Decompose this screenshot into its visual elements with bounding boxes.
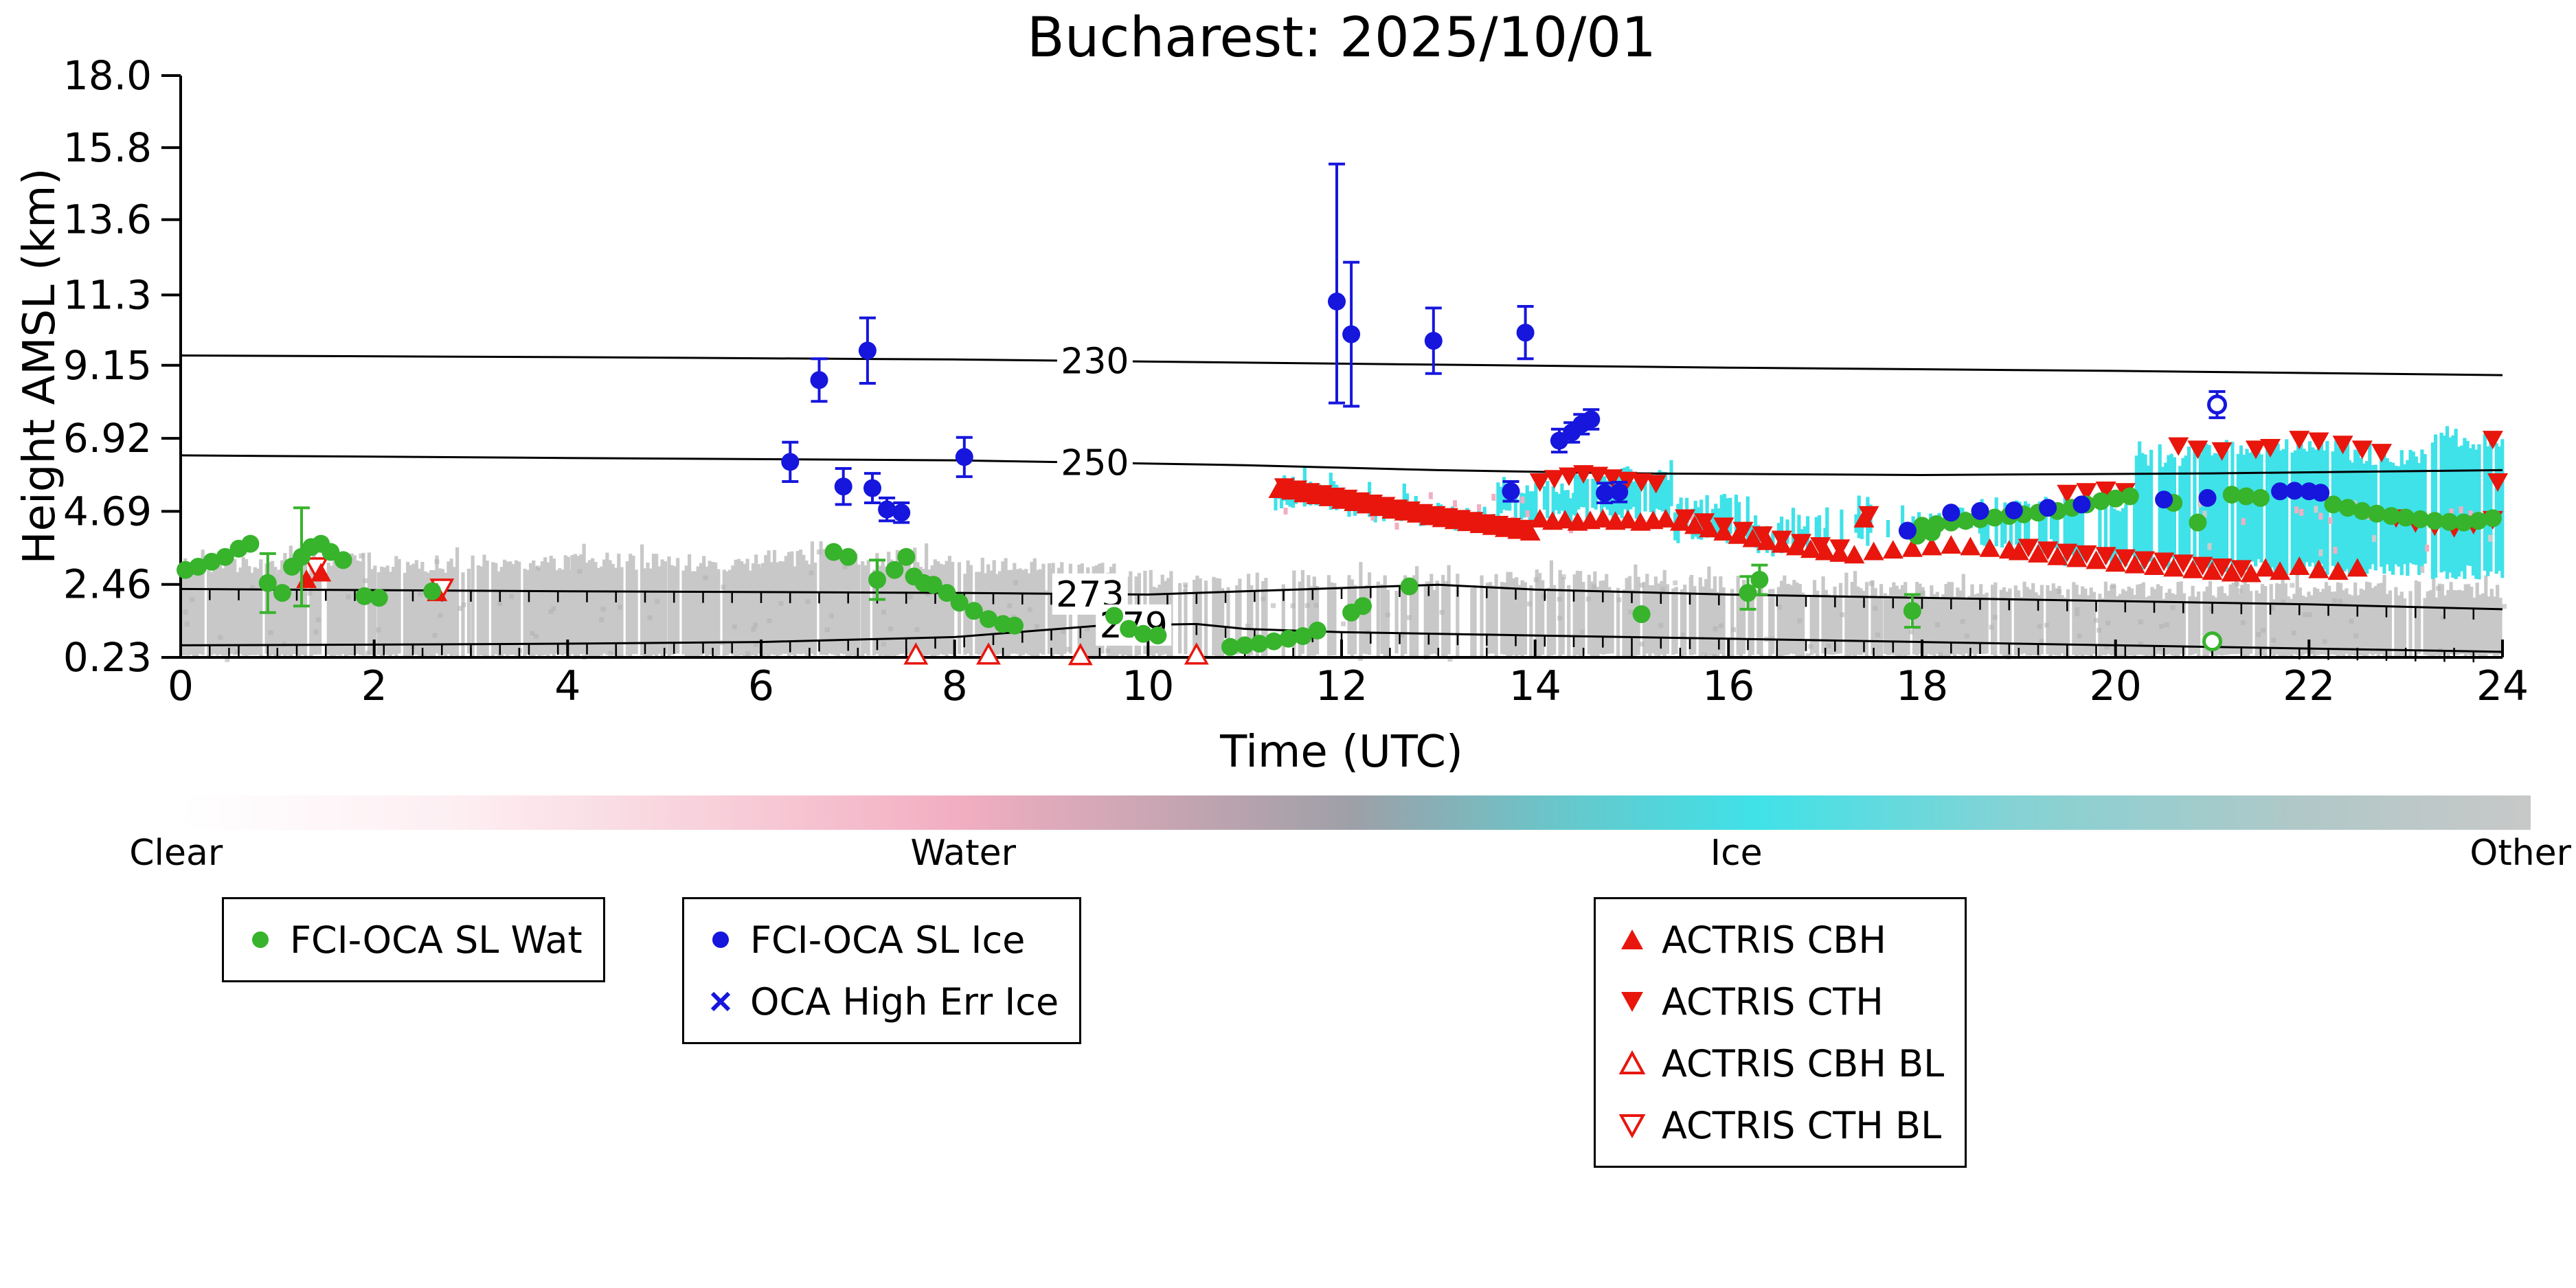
legend-label: ACTRIS CTH <box>1662 980 1884 1024</box>
svg-text:0.23: 0.23 <box>63 634 152 681</box>
legend-label: FCI-OCA SL Ice <box>750 918 1026 962</box>
svg-text:24: 24 <box>2476 662 2529 710</box>
colorbar-label-clear: Clear <box>129 833 223 874</box>
svg-text:22: 22 <box>2283 662 2335 710</box>
legend-box-actris: ACTRIS CBH ACTRIS CTH ACTRIS CBH BL ACTR… <box>1594 897 1967 1168</box>
green-circle-icon <box>252 931 269 948</box>
svg-text:2: 2 <box>361 662 387 710</box>
series-oca-high-err-ice <box>2207 390 2227 420</box>
series-fci-oca-sl-wat <box>177 486 2502 656</box>
legend-item-fci-oca-sl-wat: FCI-OCA SL Wat <box>245 909 583 971</box>
legend-label: ACTRIS CBH BL <box>1662 1041 1945 1085</box>
colorbar-label-water: Water <box>910 833 1017 874</box>
legend-item-actris-cth: ACTRIS CTH <box>1616 971 1944 1032</box>
legend-item-actris-cth-bl: ACTRIS CTH BL <box>1616 1094 1944 1156</box>
legend-item-fci-oca-sl-ice: FCI-OCA SL Ice <box>705 909 1059 971</box>
red-triangle-down-icon <box>1621 992 1643 1012</box>
svg-text:20: 20 <box>2090 662 2142 710</box>
svg-text:12: 12 <box>1315 662 1368 710</box>
svg-text:0: 0 <box>168 662 194 710</box>
red-triangle-up-icon <box>1621 929 1643 949</box>
red-open-triangle-down-icon <box>1618 1114 1646 1139</box>
svg-text:230: 230 <box>1061 341 1129 383</box>
svg-text:4.69: 4.69 <box>63 488 152 534</box>
legend-label: OCA High Err Ice <box>750 980 1059 1024</box>
chart-title: Bucharest: 2025/10/01 <box>1026 5 1657 69</box>
blue-circle-icon <box>712 931 729 948</box>
x-axis-label: Time (UTC) <box>1220 727 1463 778</box>
axes: 18.015.813.611.39.156.924.692.460.230 2 4 6… <box>63 52 2529 710</box>
series-fci-oca-sl-ice <box>781 162 2330 540</box>
legend-box-water: FCI-OCA SL Wat <box>222 897 605 982</box>
legend-label: ACTRIS CTH BL <box>1662 1103 1942 1147</box>
svg-text:6: 6 <box>748 662 774 710</box>
svg-text:15.8: 15.8 <box>63 124 152 171</box>
colorbar: Clear Water Ice Other <box>129 795 2571 875</box>
colorbar-label-ice: Ice <box>1710 833 1763 874</box>
colorbar-label-other: Other <box>2470 833 2572 874</box>
svg-text:6.92: 6.92 <box>63 415 152 462</box>
legend-item-actris-cbh-bl: ACTRIS CBH BL <box>1616 1032 1944 1094</box>
svg-text:18: 18 <box>1896 662 1948 710</box>
y-axis-label: Height AMSL (km) <box>14 168 65 565</box>
svg-text:8: 8 <box>942 662 968 710</box>
legend-label: ACTRIS CBH <box>1662 918 1886 962</box>
legend-label: FCI-OCA SL Wat <box>290 918 583 962</box>
red-open-triangle-up-icon <box>1618 1050 1646 1074</box>
chart-canvas: 23025027327918.015.813.611.39.156.924.69… <box>63 52 2529 710</box>
svg-text:4: 4 <box>554 662 580 710</box>
colorbar-gradient <box>181 795 2531 830</box>
legend-item-oca-high-err-ice: OCA High Err Ice <box>705 971 1059 1032</box>
blue-x-icon <box>710 991 731 1012</box>
svg-text:13.6: 13.6 <box>63 196 152 243</box>
svg-text:9.15: 9.15 <box>63 342 152 389</box>
isotherm-lines: 230250273279 <box>179 340 2503 663</box>
svg-text:14: 14 <box>1509 662 1561 710</box>
legend-item-actris-cbh: ACTRIS CBH <box>1616 909 1944 971</box>
svg-text:11.3: 11.3 <box>63 271 152 318</box>
legend-area: FCI-OCA SL Wat FCI-OCA SL Ice OCA High E… <box>0 897 2576 1199</box>
series-fci-oca-sl-wat-open <box>2202 631 2222 652</box>
series-actris-cbh-bl <box>903 642 1209 666</box>
svg-text:2.46: 2.46 <box>63 561 152 608</box>
svg-text:10: 10 <box>1122 662 1174 710</box>
svg-text:18.0: 18.0 <box>63 52 152 99</box>
colorbar-labels: Clear Water Ice Other <box>129 833 2571 875</box>
legend-box-ice: FCI-OCA SL Ice OCA High Err Ice <box>682 897 1082 1044</box>
svg-text:16: 16 <box>1702 662 1754 710</box>
svg-text:250: 250 <box>1061 443 1129 484</box>
